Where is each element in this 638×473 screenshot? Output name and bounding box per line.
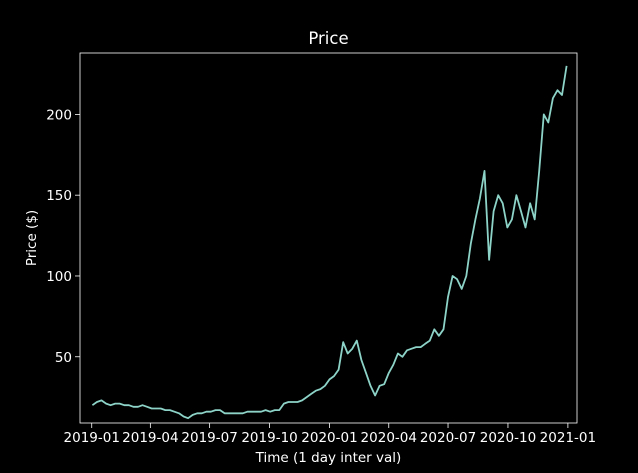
y-tick-label: 150 xyxy=(46,188,72,204)
x-tick-label: 2019-10 xyxy=(241,430,297,446)
x-axis-label: Time (1 day inter val) xyxy=(255,450,402,466)
x-tick-label: 2020-04 xyxy=(361,430,417,446)
chart-title: Price xyxy=(308,29,348,48)
x-tick-label: 2019-07 xyxy=(181,430,237,446)
y-axis-ticks: 50 100 150 200 xyxy=(46,107,80,366)
x-tick-label: 2020-10 xyxy=(480,430,536,446)
x-tick-label: 2019-04 xyxy=(122,430,178,446)
x-tick-label: 2020-01 xyxy=(301,430,357,446)
y-tick-label: 50 xyxy=(55,350,72,366)
x-tick-label: 2020-07 xyxy=(420,430,476,446)
plot-area xyxy=(79,52,578,424)
y-tick-label: 200 xyxy=(46,107,72,123)
x-tick-label: 2021-01 xyxy=(540,430,596,446)
x-axis-ticks: 2019-01 2019-04 2019-07 2019-10 2020-01 2020-… xyxy=(64,423,596,446)
y-axis-label: Price ($) xyxy=(24,210,40,266)
y-tick-label: 100 xyxy=(46,269,72,285)
price-series-line xyxy=(91,65,568,420)
x-tick-label: 2019-01 xyxy=(64,430,120,446)
